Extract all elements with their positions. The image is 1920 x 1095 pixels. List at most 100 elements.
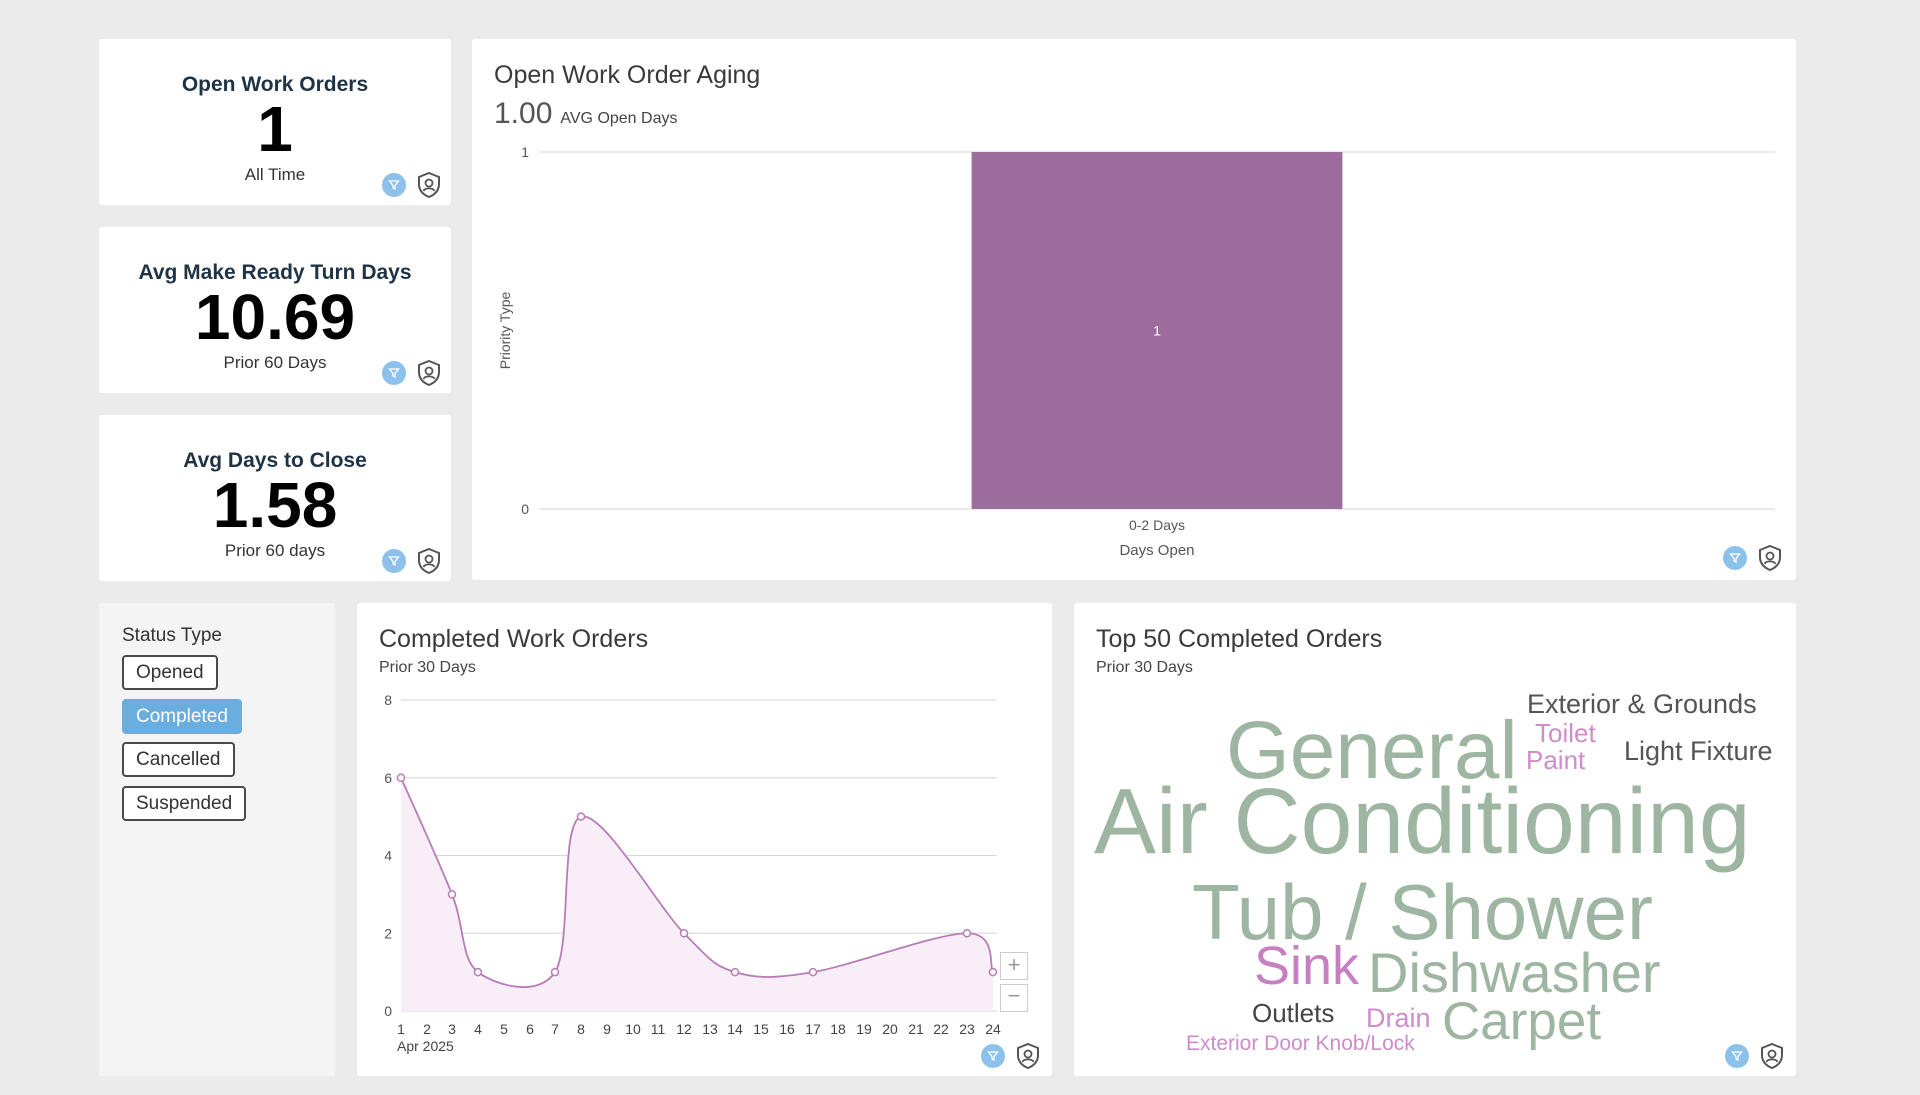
kpi-value: 1.58	[212, 469, 338, 541]
shield-user-icon[interactable]	[415, 547, 443, 575]
kpi-title: Avg Days to Close	[183, 449, 367, 472]
x-tick-label: 9	[603, 1021, 611, 1037]
x-tick-label: 14	[727, 1021, 743, 1037]
cloud-word[interactable]: General	[1226, 705, 1518, 796]
shield-user-icon[interactable]	[1756, 544, 1784, 572]
x-tick-label: 21	[908, 1021, 924, 1037]
data-point	[679, 929, 689, 938]
filter-icon[interactable]	[382, 361, 406, 385]
y-tick-label: 8	[384, 692, 392, 708]
kpi-subtitle: All Time	[244, 165, 306, 184]
y-tick-label: 1	[521, 144, 529, 160]
panel-subtitle: Prior 30 Days	[379, 659, 476, 676]
cloud-word[interactable]: Toilet	[1535, 718, 1596, 748]
status-option-suspended[interactable]: Suspended	[122, 786, 247, 821]
x-tick-label: 2	[423, 1021, 431, 1037]
x-tick-label: 7	[551, 1021, 559, 1037]
y-axis-label: Priority Type	[497, 292, 513, 370]
cloud-word[interactable]: Exterior Door Knob/Lock	[1186, 1032, 1415, 1055]
kpi-card-avg-make-ready: Avg Make Ready Turn Days 10.69 Prior 60 …	[99, 227, 451, 393]
zoom-out-button[interactable]: −	[1000, 984, 1028, 1012]
data-point	[808, 967, 818, 977]
shield-user-icon[interactable]	[415, 359, 443, 387]
kpi-title: Avg Make Ready Turn Days	[138, 261, 412, 284]
kpi-card-open-work-orders: Open Work Orders 1 All Time	[99, 39, 451, 205]
data-point	[396, 773, 406, 782]
cloud-word[interactable]: Carpet	[1442, 992, 1602, 1051]
card-actions	[981, 1042, 1042, 1070]
x-tick-label: 20	[882, 1021, 898, 1037]
status-option-completed[interactable]: Completed	[122, 699, 242, 734]
x-sub-label: Apr 2025	[397, 1038, 454, 1054]
x-tick-label: 3	[448, 1021, 456, 1037]
x-tick-label: 6	[526, 1021, 534, 1037]
card-actions	[382, 171, 443, 199]
x-tick-label: 8	[577, 1021, 585, 1037]
panel-title: Completed Work Orders	[379, 625, 649, 653]
y-tick-label: 2	[384, 925, 392, 941]
cloud-word[interactable]: Drain	[1366, 1003, 1431, 1033]
x-tick-label: 5	[500, 1021, 508, 1037]
cloud-word[interactable]: Exterior & Grounds	[1527, 689, 1757, 719]
data-point	[550, 967, 560, 977]
x-tick-label: 0-2 Days	[1129, 517, 1185, 533]
status-option-cancelled[interactable]: Cancelled	[122, 742, 235, 777]
filter-icon[interactable]	[382, 173, 406, 197]
filter-icon[interactable]	[382, 549, 406, 573]
panel-subtitle: Prior 30 Days	[1096, 659, 1193, 676]
avg-open-days-label: AVG Open Days	[560, 110, 678, 127]
x-tick-label: 4	[474, 1021, 482, 1037]
x-axis-label: Days Open	[1119, 542, 1194, 559]
cloud-word[interactable]: Sink	[1254, 936, 1360, 996]
kpi-subtitle: Prior 60 days	[224, 541, 326, 560]
x-tick-label: 17	[805, 1021, 821, 1037]
x-tick-label: 23	[959, 1021, 975, 1037]
cloud-word[interactable]: Air Conditioning	[1094, 769, 1751, 873]
panel-title: Top 50 Completed Orders	[1096, 625, 1383, 653]
x-tick-label: 24	[985, 1021, 1001, 1037]
data-point	[962, 929, 972, 938]
kpi-title: Open Work Orders	[181, 73, 369, 96]
series-line	[400, 777, 994, 988]
card-actions	[382, 547, 443, 575]
cloud-word[interactable]: Dishwasher	[1368, 941, 1661, 1004]
x-tick-label: 19	[856, 1021, 872, 1037]
x-tick-label: 12	[676, 1021, 692, 1037]
kpi-card-avg-days-close: Avg Days to Close 1.58 Prior 60 days	[99, 415, 451, 581]
x-tick-label: 10	[625, 1021, 641, 1037]
status-option-opened[interactable]: Opened	[122, 655, 218, 690]
x-tick-label: 1	[397, 1021, 405, 1037]
bar	[971, 152, 1343, 509]
kpi-value: 10.69	[194, 281, 356, 353]
cloud-word[interactable]: Outlets	[1252, 998, 1335, 1028]
avg-summary: 1.00 AVG Open Days	[494, 97, 677, 131]
x-tick-label: 15	[753, 1021, 769, 1037]
data-point	[576, 812, 586, 821]
x-tick-label: 18	[830, 1021, 846, 1037]
data-point	[988, 967, 998, 977]
status-type-filter: Status Type Opened Completed Cancelled S…	[99, 603, 335, 1076]
filter-icon[interactable]	[981, 1044, 1005, 1068]
filter-icon[interactable]	[1725, 1044, 1749, 1068]
aging-chart-card: Open Work Order Aging 1.00 AVG Open Days…	[472, 39, 1796, 580]
y-tick-label: 0	[521, 501, 529, 517]
zoom-in-button[interactable]: +	[1000, 952, 1028, 980]
kpi-subtitle: Prior 60 Days	[223, 353, 327, 372]
cloud-word[interactable]: Tub / Shower	[1192, 868, 1653, 956]
y-tick-label: 6	[384, 770, 392, 786]
shield-user-icon[interactable]	[415, 171, 443, 199]
cloud-word[interactable]: Paint	[1526, 745, 1586, 775]
x-tick-label: 11	[651, 1021, 666, 1037]
status-type-label: Status Type	[122, 625, 222, 646]
card-actions	[382, 359, 443, 387]
x-tick-label: 13	[702, 1021, 718, 1037]
shield-user-icon[interactable]	[1758, 1042, 1786, 1070]
bar-data-label: 1	[1153, 323, 1161, 339]
filter-icon[interactable]	[1723, 546, 1747, 570]
top50-word-cloud-card: Top 50 Completed Orders Prior 30 Days Ex…	[1074, 603, 1796, 1076]
aging-bar-chart: 0 1 1 0-2 Days Days Open Priority Type	[497, 144, 1775, 559]
cloud-word[interactable]: Light Fixture	[1624, 736, 1773, 766]
shield-user-icon[interactable]	[1014, 1042, 1042, 1070]
